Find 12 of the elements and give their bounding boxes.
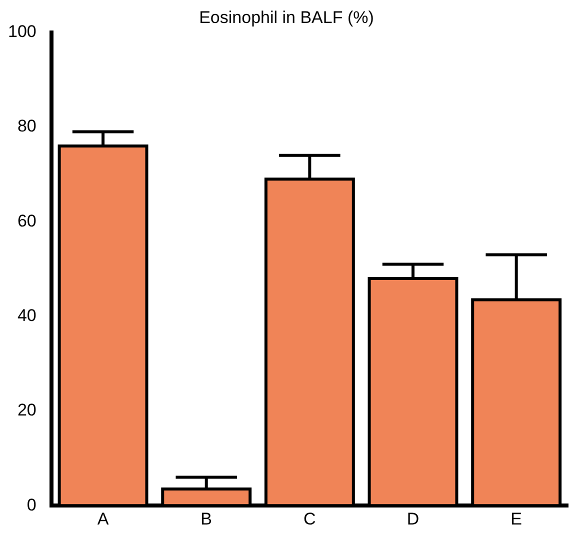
y-tick-label: 0	[26, 495, 36, 514]
y-tick-label: 80	[17, 116, 36, 136]
x-tick-label: D	[406, 509, 420, 528]
y-tick-label: 20	[17, 400, 36, 420]
x-tick-label: C	[304, 509, 316, 528]
x-tick-label: B	[200, 509, 212, 528]
y-tick-label: 60	[17, 211, 36, 230]
chart-title: Eosinophil in BALF (%)	[199, 8, 374, 27]
y-tick-label: 40	[17, 306, 36, 326]
y-tick-label: 100	[8, 22, 36, 42]
x-tick-label: E	[510, 509, 522, 528]
x-tick-label: A	[97, 509, 110, 528]
